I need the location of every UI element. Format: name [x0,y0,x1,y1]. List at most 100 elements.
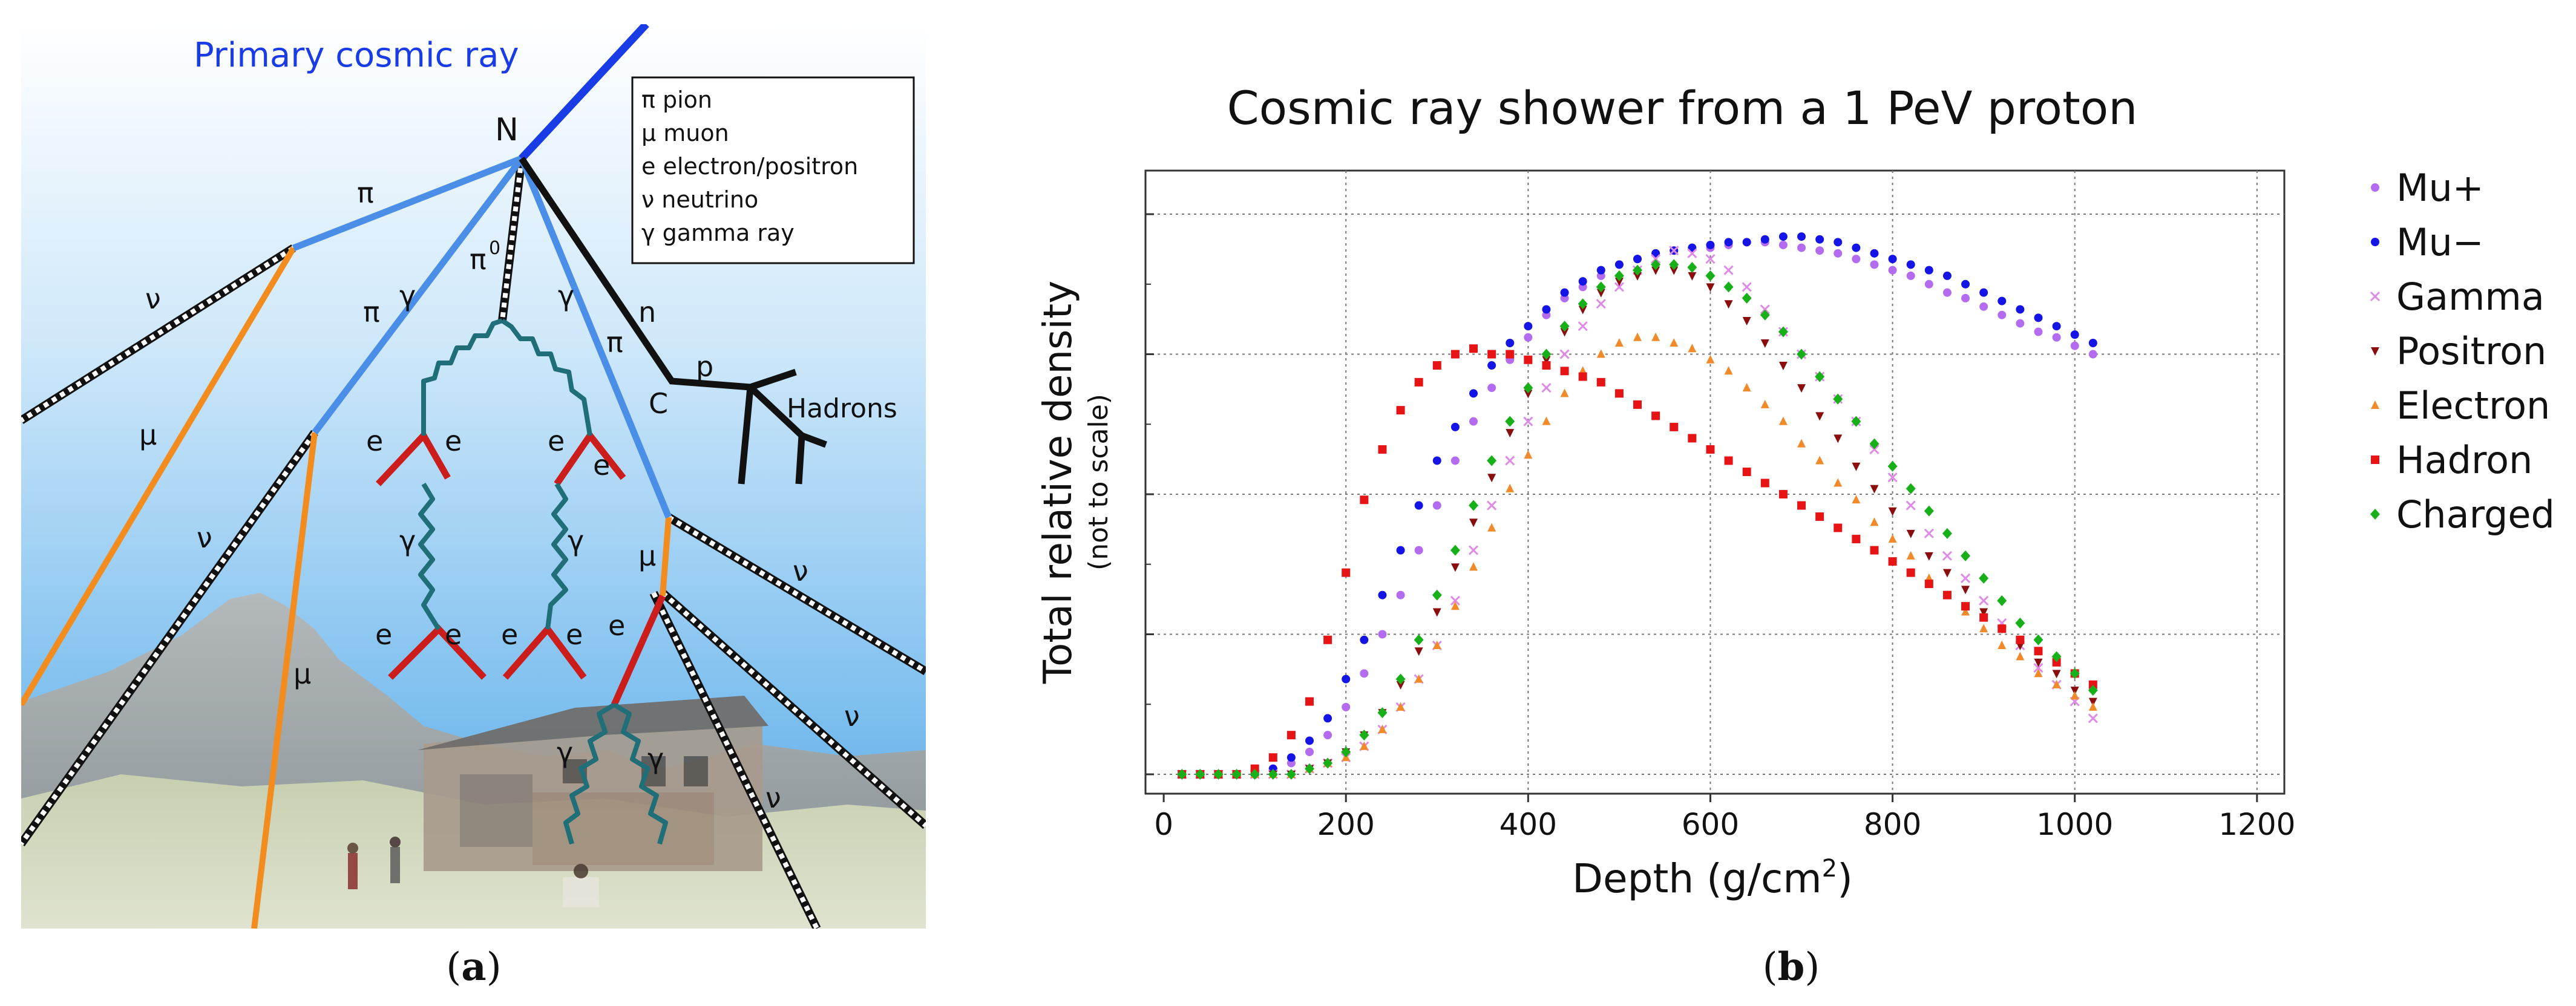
hikers [347,837,599,907]
data-point [1414,634,1424,645]
muon-label-2: μ [293,658,311,690]
data-point [2088,339,2097,348]
data-point [1851,416,1861,427]
data-point [1633,264,1643,276]
data-point [1596,299,1606,309]
data-point [1869,438,1880,449]
data-point [1614,282,1624,292]
gamma-label-5: γ [557,736,573,769]
data-point [1742,467,1751,476]
panel-a-label: (a) [446,944,501,990]
neutrino-label-3: ν [793,555,808,587]
legend-marker [2370,509,2380,520]
data-point [1906,550,1915,560]
data-point [1414,647,1423,656]
data-point [1614,270,1624,281]
data-point [1760,339,1769,348]
data-point [1506,429,1515,438]
data-point [1815,412,1824,421]
electron-label-5: e [375,618,392,651]
data-point [2052,322,2061,331]
data-point [1268,753,1277,762]
data-point [1286,753,1296,762]
data-point [1778,232,1788,241]
data-point [1341,746,1351,757]
legend-item-charged: Charged [2370,492,2555,537]
x-tick-label: 800 [1864,807,1921,842]
electron-label-4: e [593,449,610,482]
data-point [1542,305,1551,314]
data-point [1450,563,1460,572]
legend-item-mu: Mu− [2371,220,2484,264]
data-point [1705,254,1716,264]
data-point [1815,371,1825,382]
data-point [1760,479,1769,488]
data-point [2034,327,2043,336]
data-point [1541,348,1552,360]
data-point [1305,747,1314,756]
data-point [1432,361,1441,370]
data-point [1778,490,1788,499]
data-point [1560,367,1569,376]
data-point [1834,523,1843,532]
data-point [1578,372,1587,381]
electron-label-3: e [548,425,565,457]
data-point [2051,651,2062,662]
data-point [2016,635,2025,644]
data-point [1888,507,1897,516]
particle-legend: π pion μ muon e electron/positron ν neut… [631,76,915,264]
data-point [2033,663,2043,673]
legend-label: Gamma [2396,275,2545,319]
legend-label: Mu− [2396,220,2484,264]
data-point [1651,332,1660,341]
legend-marker [2371,183,2379,192]
data-point [1633,255,1642,264]
legend-item-gamma: Gamma [2370,275,2545,319]
data-point [1342,568,1351,577]
data-point [1231,769,1242,780]
data-point [1469,389,1478,398]
data-point [1870,485,1879,494]
legend-neutrino: ν neutrino [641,186,758,213]
chart-title: Cosmic ray shower from a 1 PeV proton [1227,81,2138,135]
data-point [1487,455,1497,466]
data-point [1942,550,1952,561]
data-point [1596,266,1605,275]
data-point [1706,354,1715,364]
data-point [1906,529,1915,538]
neutral-pion-superscript: 0 [489,238,500,259]
data-point [1797,243,1806,252]
data-point [1834,238,1843,247]
data-point [1542,356,1551,365]
data-point [1323,731,1332,740]
data-point [1432,501,1441,510]
data-point [1342,702,1351,711]
data-point [1723,281,1734,293]
data-point [1942,271,1952,280]
pion-tracks [292,155,672,519]
legend-label: Positron [2396,329,2546,373]
data-point [1177,769,1187,780]
data-point [1524,390,1533,399]
data-point [2070,330,2079,339]
data-point [1578,321,1588,332]
data-point [1852,495,1861,504]
data-point [1852,243,1861,252]
data-point [1760,235,1769,244]
data-point [1578,277,1587,286]
data-point [1286,731,1296,740]
data-point [1924,505,1934,517]
data-point [1924,580,1933,589]
data-point [1670,338,1679,347]
data-point [1560,328,1569,337]
data-point [2034,313,2043,322]
data-point [1633,332,1642,341]
data-points [1177,232,2098,780]
neutral-pion-label: π [470,243,487,276]
data-point [1742,282,1752,292]
data-point [1870,546,1879,555]
gamma-label-3: γ [399,524,416,557]
data-point [1778,240,1788,249]
series-legend: Mu+ Mu− Gamma Positron Electron Hadron Charged [2370,166,2555,537]
data-point [1432,589,1442,601]
